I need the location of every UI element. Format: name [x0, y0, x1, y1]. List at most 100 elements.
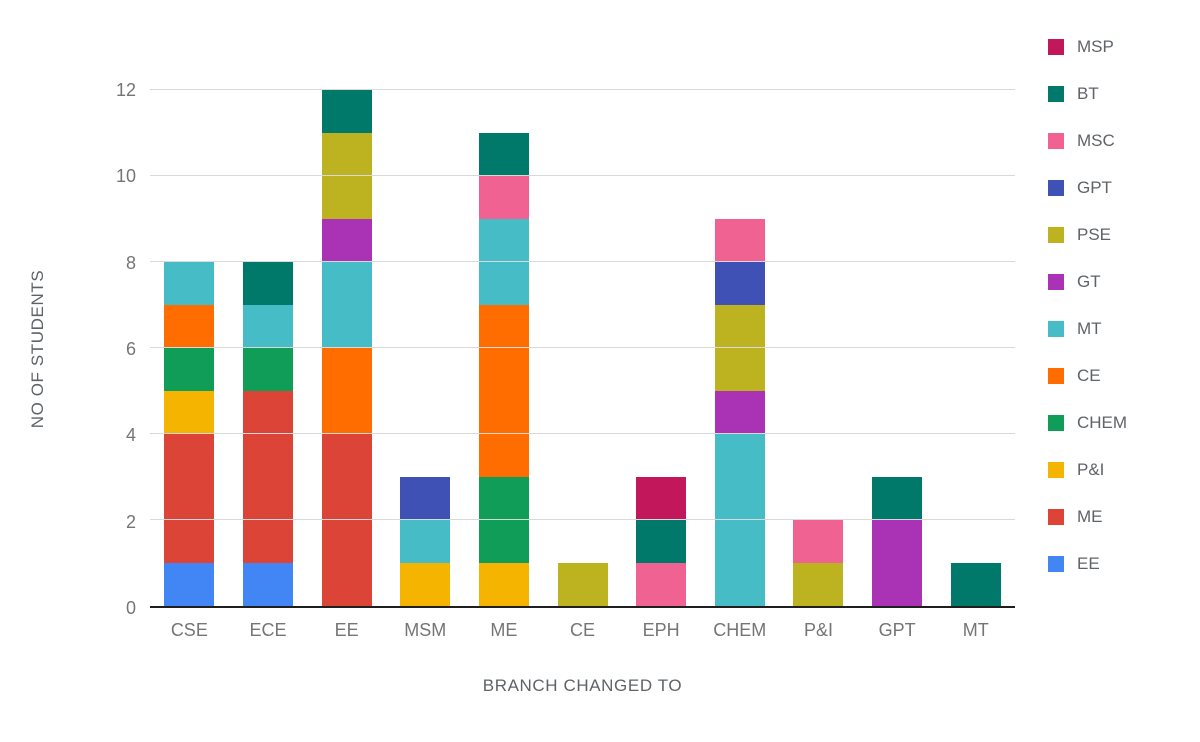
legend-label: BT: [1077, 84, 1099, 103]
bar-segment-EE-ME[interactable]: [321, 434, 372, 606]
bar-segment-P&I-MSC[interactable]: [793, 520, 844, 563]
bar-MSM: [386, 90, 465, 606]
legend-item-MSC[interactable]: MSC: [1048, 131, 1127, 151]
bar-segment-CSE-P&I[interactable]: [164, 391, 215, 434]
bar-segment-EE-PSE[interactable]: [321, 133, 372, 219]
x-axis-tick-label: MT: [962, 620, 989, 640]
bar-segment-CSE-EE[interactable]: [164, 563, 215, 606]
legend-item-P&I[interactable]: P&I: [1048, 460, 1127, 480]
legend-item-CE[interactable]: CE: [1048, 366, 1127, 386]
legend-item-CHEM[interactable]: CHEM: [1048, 413, 1127, 433]
x-axis-tick-label: EPH: [642, 620, 680, 640]
bar-segment-ME-MT[interactable]: [478, 219, 529, 305]
legend-item-GT[interactable]: GT: [1048, 272, 1127, 292]
bar-segment-ME-CE[interactable]: [478, 305, 529, 477]
legend-swatch: [1048, 39, 1064, 55]
legend-label: CE: [1077, 366, 1101, 385]
bar-segment-CHEM-MT[interactable]: [714, 434, 765, 606]
x-axis-tick-label: ECE: [249, 620, 287, 640]
x-axis-tick-label: MSM: [404, 620, 447, 640]
bar-segment-ME-MSC[interactable]: [478, 176, 529, 219]
x-axis-tick-label: CSE: [170, 620, 208, 640]
bar-segment-P&I-PSE[interactable]: [793, 563, 844, 606]
bar-GPT: [858, 90, 937, 606]
bar-segment-ECE-EE[interactable]: [242, 563, 293, 606]
gridline: [150, 89, 1015, 90]
legend-item-MT[interactable]: MT: [1048, 319, 1127, 339]
bar-ME: [465, 90, 544, 606]
bar-segment-ECE-ME[interactable]: [242, 391, 293, 563]
legend-swatch: [1048, 509, 1064, 525]
x-axis-title: BRANCH CHANGED TO: [482, 676, 683, 695]
legend-label: P&I: [1077, 460, 1105, 479]
bar-segment-GPT-GT[interactable]: [872, 520, 923, 606]
bar-segment-ECE-MT[interactable]: [242, 305, 293, 348]
legend-label: GT: [1077, 272, 1101, 291]
x-axis-ticks: CSE ECE EE MSM ME CE EPH CHEM P&I GPT MT: [150, 620, 1015, 641]
legend-item-PSE[interactable]: PSE: [1048, 225, 1127, 245]
y-axis-tick-label: 12: [115, 80, 136, 100]
legend-swatch: [1048, 133, 1064, 149]
y-axis-ticks: 0 2 4 6 8 10 12: [0, 81, 136, 617]
legend-item-MSP[interactable]: MSP: [1048, 37, 1127, 57]
bar-segment-EE-GT[interactable]: [321, 219, 372, 262]
plot-area: [150, 89, 1015, 608]
x-axis-tick-label: CHEM: [713, 620, 767, 640]
legend-item-ME[interactable]: ME: [1048, 507, 1127, 527]
bar-EE: [307, 90, 386, 606]
bar-segment-CSE-CHEM[interactable]: [164, 348, 215, 391]
bar-segment-ECE-CHEM[interactable]: [242, 348, 293, 391]
bar-segment-ECE-BT[interactable]: [242, 262, 293, 305]
y-axis-tick-label: 6: [125, 339, 136, 359]
bar-segment-EE-CE[interactable]: [321, 348, 372, 434]
bar-segment-CSE-MT[interactable]: [164, 262, 215, 305]
bar-segment-EE-MT[interactable]: [321, 262, 372, 348]
bar-P&I: [779, 90, 858, 606]
bar-segment-CHEM-GT[interactable]: [714, 391, 765, 434]
legend-swatch: [1048, 180, 1064, 196]
x-axis-tick-label: EE: [334, 620, 359, 640]
gridline: [150, 433, 1015, 434]
bar-segment-EPH-MSP[interactable]: [636, 477, 687, 520]
y-axis-tick-label: 10: [115, 166, 136, 187]
y-axis-tick-label: 0: [125, 598, 136, 618]
legend-label: MSC: [1077, 131, 1115, 150]
legend-label: CHEM: [1077, 413, 1128, 432]
bar-segment-EPH-BT[interactable]: [636, 520, 687, 563]
bar-segment-ME-P&I[interactable]: [478, 563, 529, 606]
bar-segment-GPT-BT[interactable]: [872, 477, 923, 520]
bar-segment-MSM-P&I[interactable]: [400, 563, 451, 606]
legend: MSP BT MSC GPT PSE GT MT CE CHEM P&I ME EE: [1048, 37, 1127, 601]
gridline: [150, 347, 1015, 348]
bar-segment-CHEM-PSE[interactable]: [714, 305, 765, 391]
legend-item-GPT[interactable]: GPT: [1048, 178, 1127, 198]
legend-swatch: [1048, 86, 1064, 102]
bar-segment-MSM-MT[interactable]: [400, 520, 451, 563]
bars-layer: [150, 90, 1015, 606]
legend-item-BT[interactable]: BT: [1048, 84, 1127, 104]
x-axis-tick-label: ME: [490, 620, 518, 640]
bar-segment-CHEM-MSC[interactable]: [714, 219, 765, 262]
x-axis-tick-label: GPT: [878, 620, 916, 640]
bar-segment-ME-CHEM[interactable]: [478, 477, 529, 563]
bar-segment-MT-BT[interactable]: [950, 563, 1001, 606]
bar-segment-EE-BT[interactable]: [321, 90, 372, 133]
bar-segment-CE-PSE[interactable]: [557, 563, 608, 606]
gridline: [150, 261, 1015, 262]
bar-segment-MSM-GPT[interactable]: [400, 477, 451, 520]
legend-item-EE[interactable]: EE: [1048, 554, 1127, 574]
bar-segment-CSE-CE[interactable]: [164, 305, 215, 348]
bar-CE: [543, 90, 622, 606]
bar-MT: [936, 90, 1015, 606]
bar-CSE: [150, 90, 229, 606]
bar-segment-EPH-MSC[interactable]: [636, 563, 687, 606]
bar-segment-ME-BT[interactable]: [478, 133, 529, 176]
y-axis-tick-label: 4: [125, 425, 136, 446]
legend-swatch: [1048, 227, 1064, 243]
legend-label: MT: [1077, 319, 1102, 338]
bar-segment-CHEM-GPT[interactable]: [714, 262, 765, 305]
legend-swatch: [1048, 321, 1064, 337]
bar-EPH: [622, 90, 701, 606]
bar-segment-CSE-ME[interactable]: [164, 434, 215, 563]
